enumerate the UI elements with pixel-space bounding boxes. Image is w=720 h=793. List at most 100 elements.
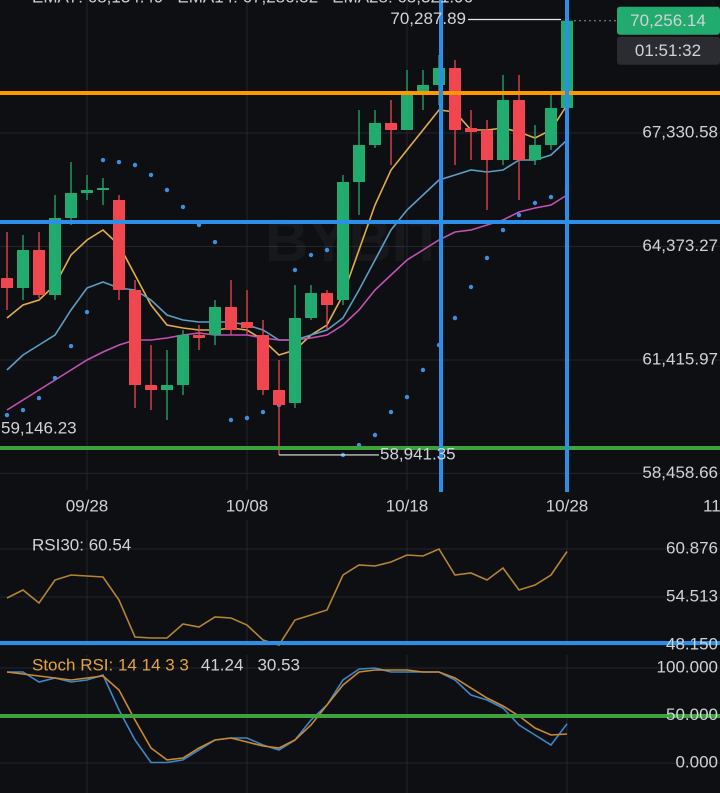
y-tick-label: 60.876 [666, 538, 718, 557]
legend-entry: RSI30: 60.54 [32, 535, 131, 554]
candle-body [449, 67, 461, 131]
sar-dot [484, 255, 490, 261]
candle-body [385, 122, 397, 131]
y-tick-label: 50.000 [666, 705, 718, 724]
legend-entry: EMA7: 68,134.49 [32, 0, 163, 6]
y-tick-label: 67,330.58 [642, 122, 718, 141]
sar-dot [292, 267, 298, 273]
sar-dot [132, 162, 138, 168]
sar-dot [148, 172, 154, 178]
candle-body [97, 187, 109, 190]
candle-body [337, 182, 349, 301]
candle-body [273, 389, 285, 406]
candle-body [321, 293, 333, 305]
y-tick-label: 0.000 [675, 752, 718, 771]
candle-body [465, 128, 477, 133]
panel-title: Stoch RSI: 14 14 3 3 [32, 655, 189, 674]
last-price-box [617, 6, 720, 35]
candle-body [65, 193, 77, 219]
y-tick-label: 54.513 [666, 586, 718, 605]
sar-dot [372, 432, 378, 438]
candle-body [401, 93, 413, 131]
sar-dot [548, 194, 554, 200]
candle-body [177, 335, 189, 386]
sar-dot [260, 409, 266, 415]
sar-dot [468, 284, 474, 290]
candle-body [481, 130, 493, 161]
sar-dot [84, 309, 90, 315]
candle-body [289, 318, 301, 404]
legend-entry: 30.53 [257, 655, 300, 674]
sar-dot [36, 395, 42, 401]
candle-body [513, 100, 525, 161]
legend-entry: EMA28: 65,321.96 [332, 0, 473, 6]
candle-body [225, 306, 237, 331]
candle-body [369, 122, 381, 146]
y-tick-label: 100.000 [657, 657, 718, 676]
candle-body [417, 84, 429, 94]
sar-dot [324, 247, 330, 253]
indicator-line [6, 194, 568, 411]
y-tick-label: 64,373.27 [642, 236, 718, 255]
sar-dot [164, 187, 170, 193]
watermark: BYBIT [265, 207, 445, 274]
sar-dot [420, 367, 426, 373]
candle-body [1, 278, 13, 288]
sar-dot [4, 412, 10, 418]
legend-entry: 41.24 [201, 655, 244, 674]
x-tick-label: 10/18 [386, 496, 429, 515]
x-tick-label: 10/28 [546, 496, 589, 515]
sar-dot [532, 200, 538, 206]
x-tick-label: 11 [703, 496, 720, 515]
labels-layer: 09/28 10/08 10/18 10/28 11 58,458.66 61,415.97… [1, 0, 720, 771]
legend-entry: EMA14: 67,286.52 [177, 0, 318, 6]
countdown-box [617, 36, 720, 65]
sar-dot [308, 252, 314, 258]
sar-dot [116, 159, 122, 165]
high-marker-label: 70,287.89 [390, 9, 466, 28]
candle-body [193, 335, 205, 338]
indicator-line [6, 669, 568, 761]
candle-body [209, 306, 221, 336]
candle-body [49, 218, 61, 296]
y-tick-label: 58,458.66 [642, 463, 718, 482]
candle-body [241, 321, 253, 328]
y-tick-label: 61,415.97 [642, 349, 718, 368]
candle-body [497, 100, 509, 161]
x-tick-label: 09/28 [66, 496, 109, 515]
candle-body [529, 145, 541, 161]
level-label: 59,146.23 [1, 419, 77, 438]
x-tick-label: 10/08 [226, 496, 269, 515]
sar-dot [212, 239, 218, 245]
sar-dot [452, 315, 458, 321]
candle-body [81, 189, 93, 194]
sar-dot [228, 417, 234, 423]
sar-dot [404, 394, 410, 400]
sar-dot [100, 157, 106, 163]
candle-body [17, 250, 29, 288]
sar-dot [500, 227, 506, 233]
indicator-line [6, 547, 568, 646]
candle-body [257, 335, 269, 390]
sar-dot [20, 407, 26, 413]
sar-dot [244, 415, 250, 421]
sar-dot [52, 375, 58, 381]
candle-body [145, 385, 157, 390]
y-tick-label: 48.150 [666, 634, 718, 653]
last-price-label: 70,256.14 [630, 11, 706, 30]
candle-body [33, 250, 45, 296]
drawings [0, 0, 720, 718]
candle-body [353, 145, 365, 183]
sar-dot [68, 343, 74, 349]
candle-body [161, 385, 173, 390]
sar-dot [516, 212, 522, 218]
low-marker-label: 58,941.35 [380, 444, 456, 463]
candle-body [545, 107, 557, 146]
sar-dot [180, 204, 186, 210]
candle-body [305, 293, 317, 319]
candle-body [129, 289, 141, 386]
candle-body [113, 200, 125, 290]
